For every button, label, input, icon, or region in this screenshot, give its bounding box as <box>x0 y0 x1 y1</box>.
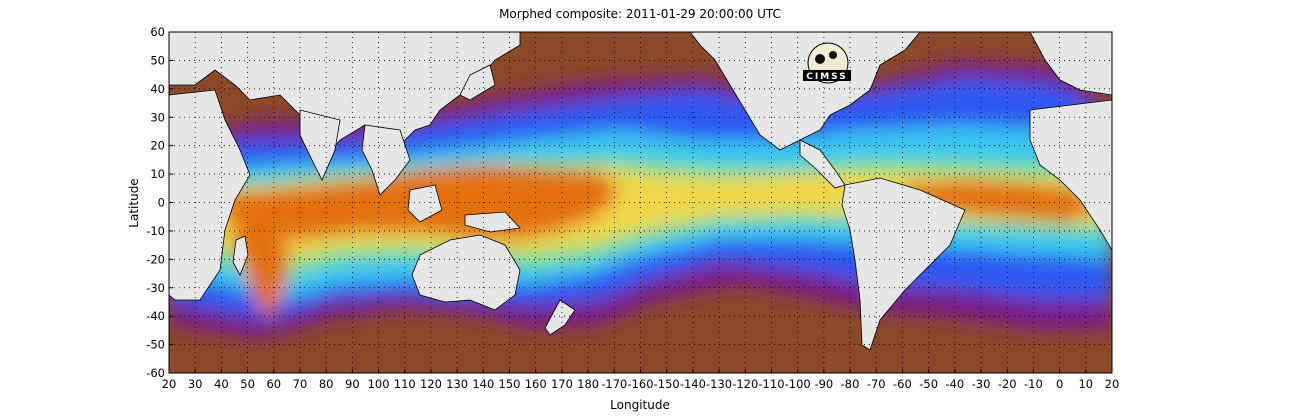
y-tick-label: -40 <box>146 309 165 323</box>
land-north-america <box>689 32 921 151</box>
x-axis-ticks: 20 30 40 50 60 70 80 90 100 110 120 130 140 150 160 170… <box>162 369 1120 391</box>
x-tick-label: -140 <box>680 377 706 391</box>
cimss-logo: CIMSS <box>803 42 851 84</box>
y-tick-label: 40 <box>150 82 165 96</box>
x-tick-label: 60 <box>266 377 281 391</box>
land-japan <box>459 64 496 101</box>
x-tick-label: 0 <box>1056 377 1063 391</box>
x-tick-label: -90 <box>814 377 833 391</box>
x-tick-label: -10 <box>1024 377 1043 391</box>
x-tick-label: -40 <box>945 377 964 391</box>
x-tick-label: -170 <box>601 377 627 391</box>
x-tick-label: 20 <box>1105 377 1120 391</box>
land-madagascar <box>232 235 249 276</box>
x-tick-label: -150 <box>654 377 680 391</box>
land-new-guinea <box>464 211 521 233</box>
y-tick-label: 10 <box>150 167 165 181</box>
land-africa-west <box>1029 99 1112 251</box>
y-tick-label: 0 <box>158 196 165 210</box>
x-tick-label: 50 <box>240 377 255 391</box>
y-tick-label: 30 <box>150 110 165 124</box>
land-australia <box>411 234 521 311</box>
x-tick-label: 10 <box>1078 377 1093 391</box>
y-tick-label: -60 <box>146 366 165 380</box>
x-tick-label: 80 <box>319 377 334 391</box>
x-tick-label: 70 <box>293 377 308 391</box>
x-tick-label: -130 <box>706 377 732 391</box>
x-tick-label: 130 <box>446 377 468 391</box>
graticule <box>169 32 1112 373</box>
x-tick-label: -20 <box>998 377 1017 391</box>
x-tick-label: -30 <box>972 377 991 391</box>
landmasses <box>169 32 1112 351</box>
x-tick-label: 30 <box>188 377 203 391</box>
y-tick-label: -20 <box>146 252 165 266</box>
land-new-zealand <box>544 299 576 336</box>
chart-title: Morphed composite: 2011-01-29 20:00:00 U… <box>499 7 781 21</box>
land-south-america <box>841 177 966 351</box>
x-tick-label: 120 <box>420 377 442 391</box>
x-tick-label: 90 <box>345 377 360 391</box>
x-tick-label: -120 <box>732 377 758 391</box>
x-tick-label: 180 <box>577 377 599 391</box>
land-borneo <box>407 184 443 223</box>
y-tick-label: 50 <box>150 53 165 67</box>
x-tick-label: -50 <box>919 377 938 391</box>
x-tick-label: -100 <box>785 377 811 391</box>
x-tick-label: -110 <box>758 377 784 391</box>
x-tick-label: -70 <box>867 377 886 391</box>
x-tick-label: -160 <box>627 377 653 391</box>
land-central-america <box>799 139 846 189</box>
y-tick-label: -10 <box>146 224 165 238</box>
x-tick-label: -60 <box>893 377 912 391</box>
x-tick-label: 40 <box>214 377 229 391</box>
x-tick-label: 170 <box>551 377 573 391</box>
y-tick-label: -50 <box>146 338 165 352</box>
y-tick-label: -30 <box>146 281 165 295</box>
x-tick-label: 160 <box>525 377 547 391</box>
x-tick-label: 140 <box>472 377 494 391</box>
y-tick-label: 60 <box>150 25 165 39</box>
land-africa <box>169 89 251 301</box>
x-tick-label: 150 <box>499 377 521 391</box>
x-tick-label: 100 <box>368 377 390 391</box>
land-india <box>299 109 341 181</box>
x-tick-label: -80 <box>841 377 860 391</box>
x-tick-label: 20 <box>162 377 177 391</box>
x-axis-label: Longitude <box>610 398 670 412</box>
y-axis-ticks: 60 50 40 30 20 10 0 -10 -20 -30 -40 -50 -60 <box>146 25 173 380</box>
svg-text:CIMSS: CIMSS <box>806 72 847 82</box>
land-europe <box>1029 32 1112 96</box>
land-indochina <box>361 124 411 196</box>
y-tick-label: 20 <box>150 139 165 153</box>
x-tick-label: 110 <box>394 377 416 391</box>
